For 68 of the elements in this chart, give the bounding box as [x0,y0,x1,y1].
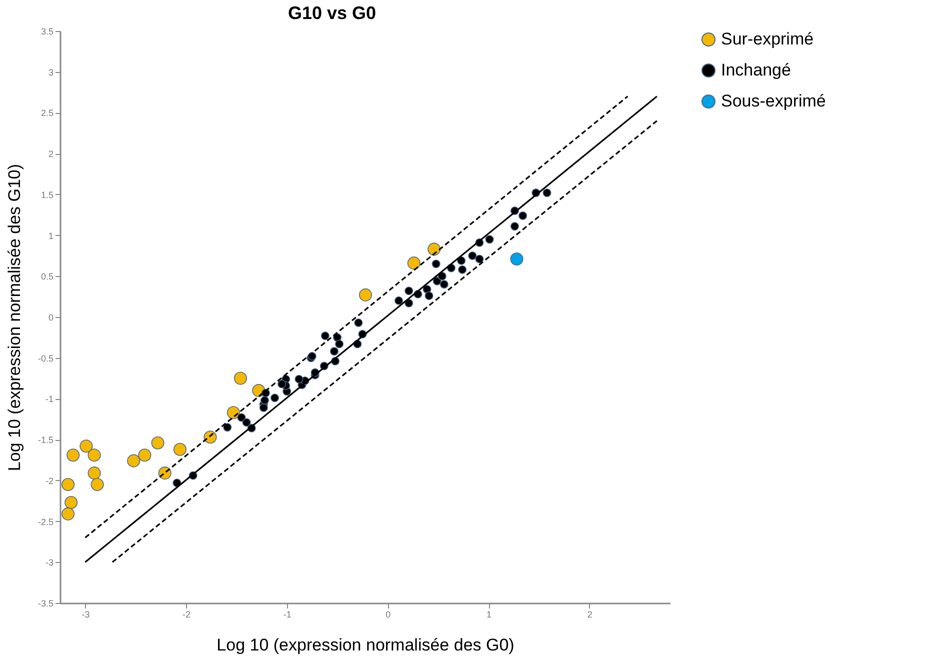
y-tick-label: -3.5 [38,598,54,608]
point [62,478,75,492]
y-tick-label: -2 [45,476,54,486]
point [270,394,280,402]
x-tick-label: 0 [386,610,391,620]
y-tick-label: -3 [45,558,54,568]
y-tick-label: -1 [45,394,54,404]
point [407,256,420,270]
y-tick-label: 1 [48,230,54,241]
point [278,380,286,388]
y-tick-label: 0.5 [40,272,54,282]
point [358,288,372,302]
point [242,418,251,427]
point [440,280,448,289]
point [90,478,104,492]
x-tick-label: 2 [587,610,592,620]
y-tick-label: 2.5 [40,108,54,118]
legend-label: Sur-exprimé [721,30,814,48]
point [485,235,494,244]
legend-label: Inchangé [721,60,791,80]
point [542,188,552,198]
y-tick-label: -2.5 [38,516,54,527]
point [259,403,268,412]
x-tick-label: -2 [182,610,191,620]
chart-title: G10 vs G0 [288,3,376,23]
point [404,286,414,296]
point [223,423,232,432]
y-axis-title: Log 10 (expression normalisée des G10) [4,164,24,472]
x-tick-label: 1 [486,610,492,620]
point [80,440,93,453]
y-tick-label: 3 [48,67,54,78]
point [457,256,466,265]
point [88,448,101,462]
point [335,340,344,348]
point [428,242,441,256]
point [234,372,248,385]
point [424,291,434,300]
point [518,211,528,220]
point [173,442,187,456]
y-tick-label: 0 [48,312,54,322]
x-axis-title: Log 10 (expression normalisée des G0) [216,636,514,654]
y-tick-label: 3.5 [40,26,54,36]
point [510,252,524,266]
point [475,254,484,264]
y-tick-label: 2 [48,149,54,160]
point [294,374,304,384]
point [88,466,101,480]
point [330,347,339,356]
x-tick-label: -3 [82,610,90,620]
point [62,507,75,520]
point [394,296,404,305]
point [66,448,80,462]
point [320,332,330,340]
point [226,406,240,420]
legend-label: Sous-exprimé [721,92,826,110]
point [432,260,440,268]
point [127,454,140,468]
x-tick-label: -1 [283,610,292,620]
y-tick-label: -0.5 [38,353,54,364]
point [354,318,363,327]
point [138,448,152,462]
point [458,265,467,274]
y-tick-label: -1.5 [38,435,54,446]
point [468,251,477,260]
point [510,222,519,231]
point [64,496,78,510]
point [151,436,164,450]
y-tick-label: 1.5 [40,190,54,200]
